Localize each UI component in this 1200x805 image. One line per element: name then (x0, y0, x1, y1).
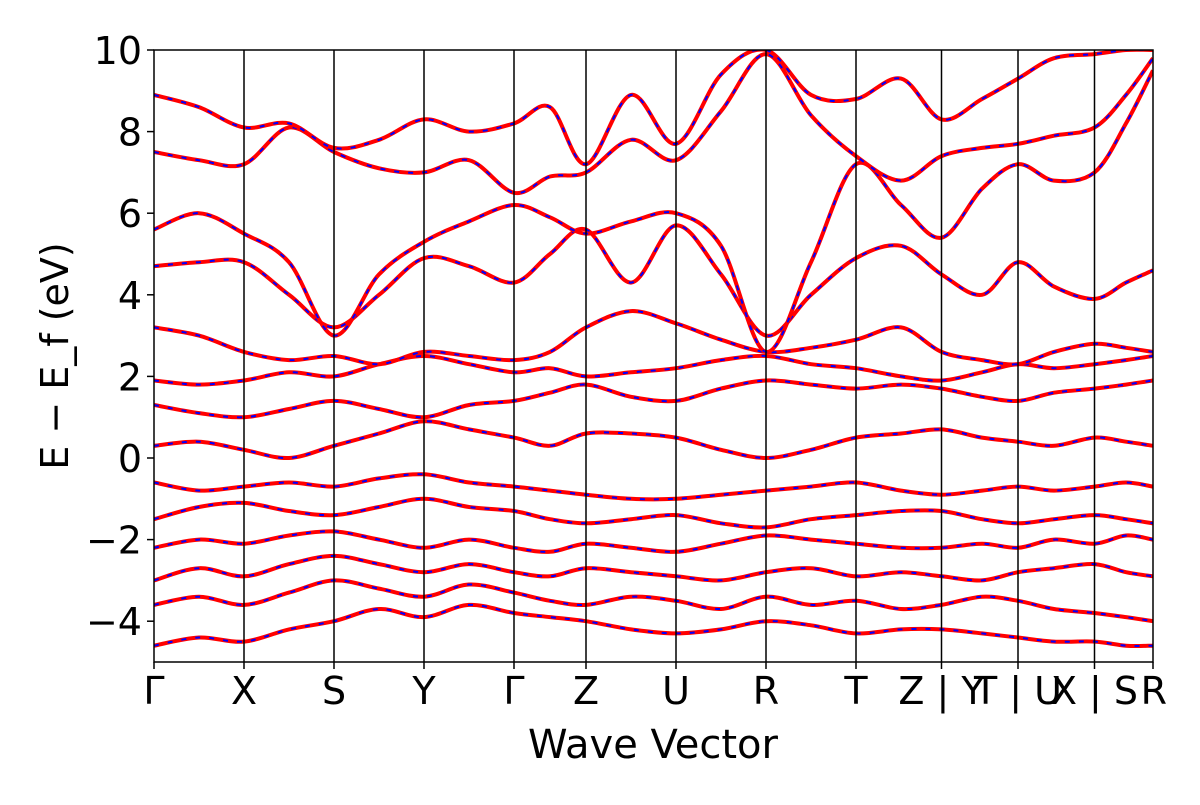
y-tick-label: −4 (86, 600, 142, 644)
x-tick-label: R (1141, 669, 1167, 713)
x-tick-label: T | U (973, 669, 1062, 714)
y-axis-label: E − E_f (eV) (33, 242, 77, 470)
y-tick-label: 10 (94, 29, 142, 73)
band-line-dashed-9 (154, 310, 1153, 366)
x-tick-label: X | S (1051, 669, 1138, 714)
x-tick-label: S (322, 669, 346, 713)
x-tick-label: R (753, 669, 779, 713)
y-tick-label: 6 (118, 192, 142, 236)
high-symmetry-lines (243, 50, 1096, 662)
x-tick-label: Γ (143, 669, 164, 713)
y-axis-ticks: −4 −2 0 2 4 6 8 10 (86, 29, 154, 644)
y-tick-label: 4 (118, 274, 142, 318)
band-line-solid-9 (154, 309, 1153, 367)
band-line-solid-10 (154, 223, 1153, 338)
band-line-solid-7 (154, 378, 1153, 420)
band-line-dashed-5 (154, 473, 1153, 501)
band-line-solid-3 (154, 529, 1153, 554)
x-tick-label: X (231, 669, 257, 713)
y-tick-label: 8 (118, 111, 142, 155)
bands-layer (154, 50, 1153, 649)
x-tick-label: Z | Y (898, 669, 985, 714)
x-tick-label: Y (411, 669, 436, 713)
plot-frame (153, 49, 1154, 663)
x-axis-label: Wave Vector (528, 722, 779, 768)
y-tick-label: −2 (86, 519, 142, 563)
y-tick-label: 2 (118, 355, 142, 399)
band-line-solid-4 (154, 496, 1153, 530)
band-line-solid-6 (154, 419, 1153, 461)
x-tick-label: T (843, 669, 868, 713)
band-line-solid-1 (154, 578, 1153, 624)
y-tick-label: 0 (118, 437, 142, 481)
band-line-solid-0 (154, 602, 1153, 649)
x-tick-label: Z (573, 669, 599, 713)
x-tick-label: U (662, 669, 690, 713)
band-line-dashed-10 (154, 224, 1153, 337)
x-tick-label: Γ (503, 669, 524, 713)
